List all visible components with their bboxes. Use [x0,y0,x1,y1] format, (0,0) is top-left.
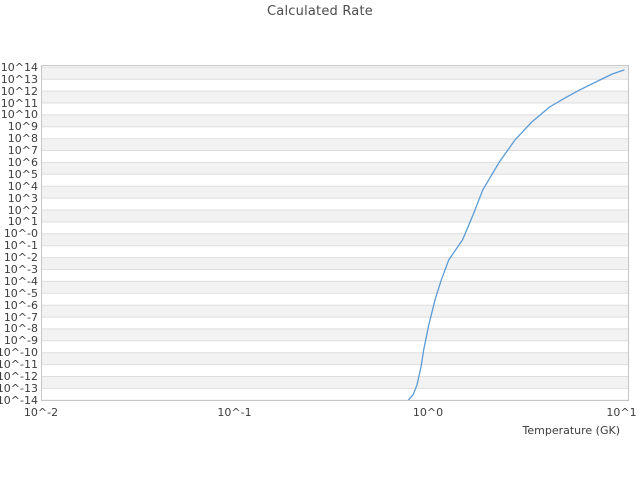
y-tick-label: 10^8 [7,132,38,146]
row-band [41,91,629,103]
y-tick-label: 10^-13 [0,381,38,395]
y-tick-label: 10^13 [0,72,38,86]
y-tick-label: 10^2 [7,203,38,217]
y-tick-label: 10^-10 [0,346,38,360]
row-band [41,114,629,127]
row-band [41,376,629,389]
y-tick-label: 10^-3 [3,263,38,276]
y-tick-label: 10^-5 [3,286,38,300]
row-band [41,257,629,270]
row-band [41,210,629,222]
x-axis-title: Temperature (GK) [522,424,621,437]
row-band [41,233,629,246]
y-tick-label: 10^6 [7,155,38,169]
x-tick-label: 10^-2 [23,406,59,419]
row-band [41,328,629,341]
y-tick-label: 10^-1 [3,239,38,253]
y-tick-label: 10^-8 [3,322,38,336]
y-tick-label: 10^-2 [3,251,38,265]
y-tick-label: 10^4 [7,179,38,193]
plot-border [41,65,629,401]
y-tick-label: 10^7 [7,144,38,158]
y-tick-label: 10^-14 [0,393,38,407]
y-tick-label: 10^-12 [0,370,38,383]
y-tick-label: 10^14 [0,60,38,74]
row-band [41,162,629,175]
row-band [41,352,629,365]
y-tick-label: 10^-6 [3,298,38,312]
rate-curve-plot [41,65,629,401]
x-tick-label: 10^0 [412,406,444,419]
x-tick-label: 10^-1 [217,406,252,419]
y-tick-label: 10^-11 [0,358,38,372]
y-tick-label: 10^9 [7,120,38,134]
row-band [41,186,629,199]
rate-curve-line [407,69,625,401]
row-band [41,281,629,294]
row-band [41,138,629,151]
y-tick-label: 10^10 [0,108,38,122]
y-tick-label: 10^11 [0,96,38,110]
y-tick-label: 10^-9 [3,334,38,348]
y-tick-label: 10^-7 [3,310,38,324]
chart-title: Calculated Rate [267,4,373,19]
y-tick-label: 10^1 [7,215,38,229]
y-tick-label: 10^3 [7,191,38,205]
y-tick-label: 10^-4 [3,274,38,288]
plot-area [41,65,629,401]
x-tick-label: 10^1 [606,406,637,419]
y-tick-label: 10^12 [0,84,38,98]
y-tick-label: 10^5 [7,167,38,181]
row-band [41,305,629,318]
row-band [41,67,629,80]
y-tick-label: 10^-0 [3,227,38,241]
